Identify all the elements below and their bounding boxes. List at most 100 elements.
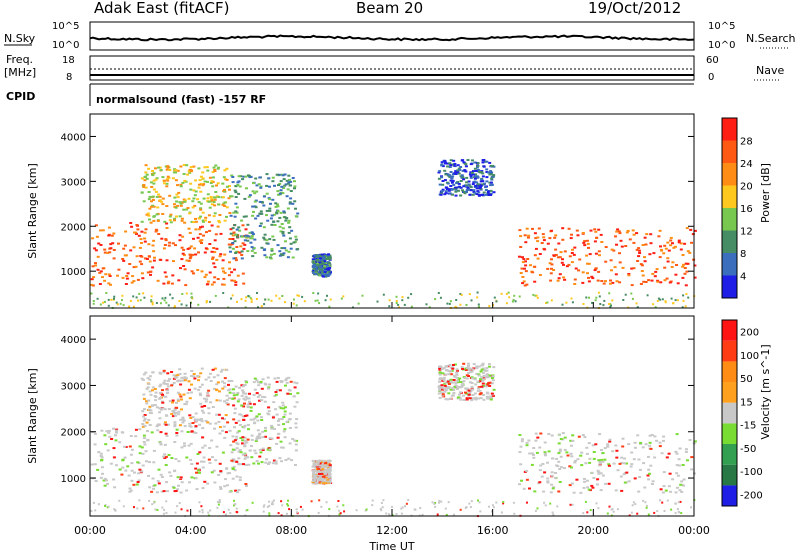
data-cell <box>163 508 166 511</box>
data-cell <box>116 274 119 277</box>
data-cell <box>618 462 622 465</box>
data-cell <box>639 263 643 266</box>
data-cell <box>239 463 243 466</box>
data-cell <box>215 184 218 187</box>
data-cell <box>487 365 491 368</box>
data-cell <box>465 398 469 401</box>
data-cell <box>140 242 143 244</box>
data-cell <box>185 400 189 403</box>
data-cell <box>215 413 219 416</box>
data-cell <box>481 172 485 175</box>
data-cell <box>273 395 277 397</box>
data-cell <box>161 213 165 215</box>
data-cell <box>259 185 263 188</box>
data-cell <box>227 243 231 246</box>
data-cell <box>328 473 332 476</box>
data-cell <box>282 252 286 255</box>
data-cell <box>385 512 388 515</box>
data-cell <box>289 380 293 383</box>
data-cell <box>319 263 323 266</box>
data-cell <box>473 378 477 381</box>
data-cell <box>196 269 200 271</box>
data-cell <box>555 457 559 460</box>
data-cell <box>248 400 251 403</box>
data-cell <box>660 249 664 252</box>
data-cell <box>452 513 455 516</box>
data-cell <box>678 447 682 450</box>
data-cell <box>557 452 561 455</box>
data-cell <box>148 378 152 381</box>
data-cell <box>202 197 206 200</box>
data-cell <box>678 464 681 467</box>
data-cell <box>160 476 164 478</box>
data-cell <box>277 193 280 196</box>
data-cell <box>172 410 176 413</box>
data-cell <box>479 184 483 187</box>
data-cell <box>243 415 247 417</box>
data-cell <box>169 221 173 224</box>
data-cell <box>185 377 188 380</box>
data-cell <box>561 258 564 261</box>
data-cell <box>267 463 270 465</box>
data-cell <box>223 205 227 207</box>
data-cell <box>295 304 298 307</box>
data-cell <box>440 500 443 503</box>
data-cell <box>519 272 523 274</box>
data-cell <box>141 410 145 413</box>
data-cell <box>653 435 657 438</box>
data-cell <box>643 260 647 263</box>
data-cell <box>124 469 128 472</box>
data-cell <box>185 208 189 211</box>
data-cell <box>471 377 475 380</box>
data-cell <box>476 390 480 392</box>
data-cell <box>322 460 326 463</box>
data-cell <box>243 457 247 460</box>
x-tick-label: 16:00 <box>477 524 509 537</box>
data-cell <box>174 414 178 417</box>
data-cell <box>465 374 469 377</box>
data-cell <box>258 176 262 179</box>
data-cell <box>553 236 557 239</box>
data-cell <box>479 397 483 400</box>
data-cell <box>210 180 214 183</box>
data-cell <box>235 206 239 209</box>
data-cell <box>512 298 515 301</box>
data-cell <box>371 499 374 502</box>
data-cell <box>197 167 201 170</box>
data-cell <box>190 391 193 394</box>
data-cell <box>109 243 113 246</box>
data-cell <box>293 180 296 183</box>
data-cell <box>561 238 565 241</box>
data-cell <box>481 367 485 370</box>
data-cell <box>211 456 214 459</box>
data-cell <box>90 463 94 466</box>
data-cell <box>138 428 142 431</box>
data-cell <box>277 512 280 515</box>
data-cell <box>317 272 321 275</box>
data-cell <box>107 273 111 276</box>
data-cell <box>223 418 226 421</box>
data-cell <box>276 436 280 439</box>
data-cell <box>312 264 316 266</box>
data-cell <box>241 242 245 245</box>
data-cell <box>538 469 542 472</box>
data-cell <box>552 269 556 271</box>
data-cell <box>223 190 226 193</box>
data-cell <box>234 252 238 254</box>
data-cell <box>540 242 544 244</box>
data-cell <box>561 227 565 230</box>
data-cell <box>135 483 139 486</box>
data-cell <box>189 182 193 185</box>
data-cell <box>470 376 474 379</box>
data-cell <box>644 501 647 504</box>
data-cell <box>241 436 245 439</box>
data-cell <box>476 169 480 171</box>
data-cell <box>274 460 278 463</box>
data-cell <box>637 255 641 258</box>
data-cell <box>476 397 480 400</box>
data-cell <box>203 444 207 447</box>
data-cell <box>283 173 287 176</box>
data-cell <box>248 231 252 234</box>
data-cell <box>230 279 234 282</box>
